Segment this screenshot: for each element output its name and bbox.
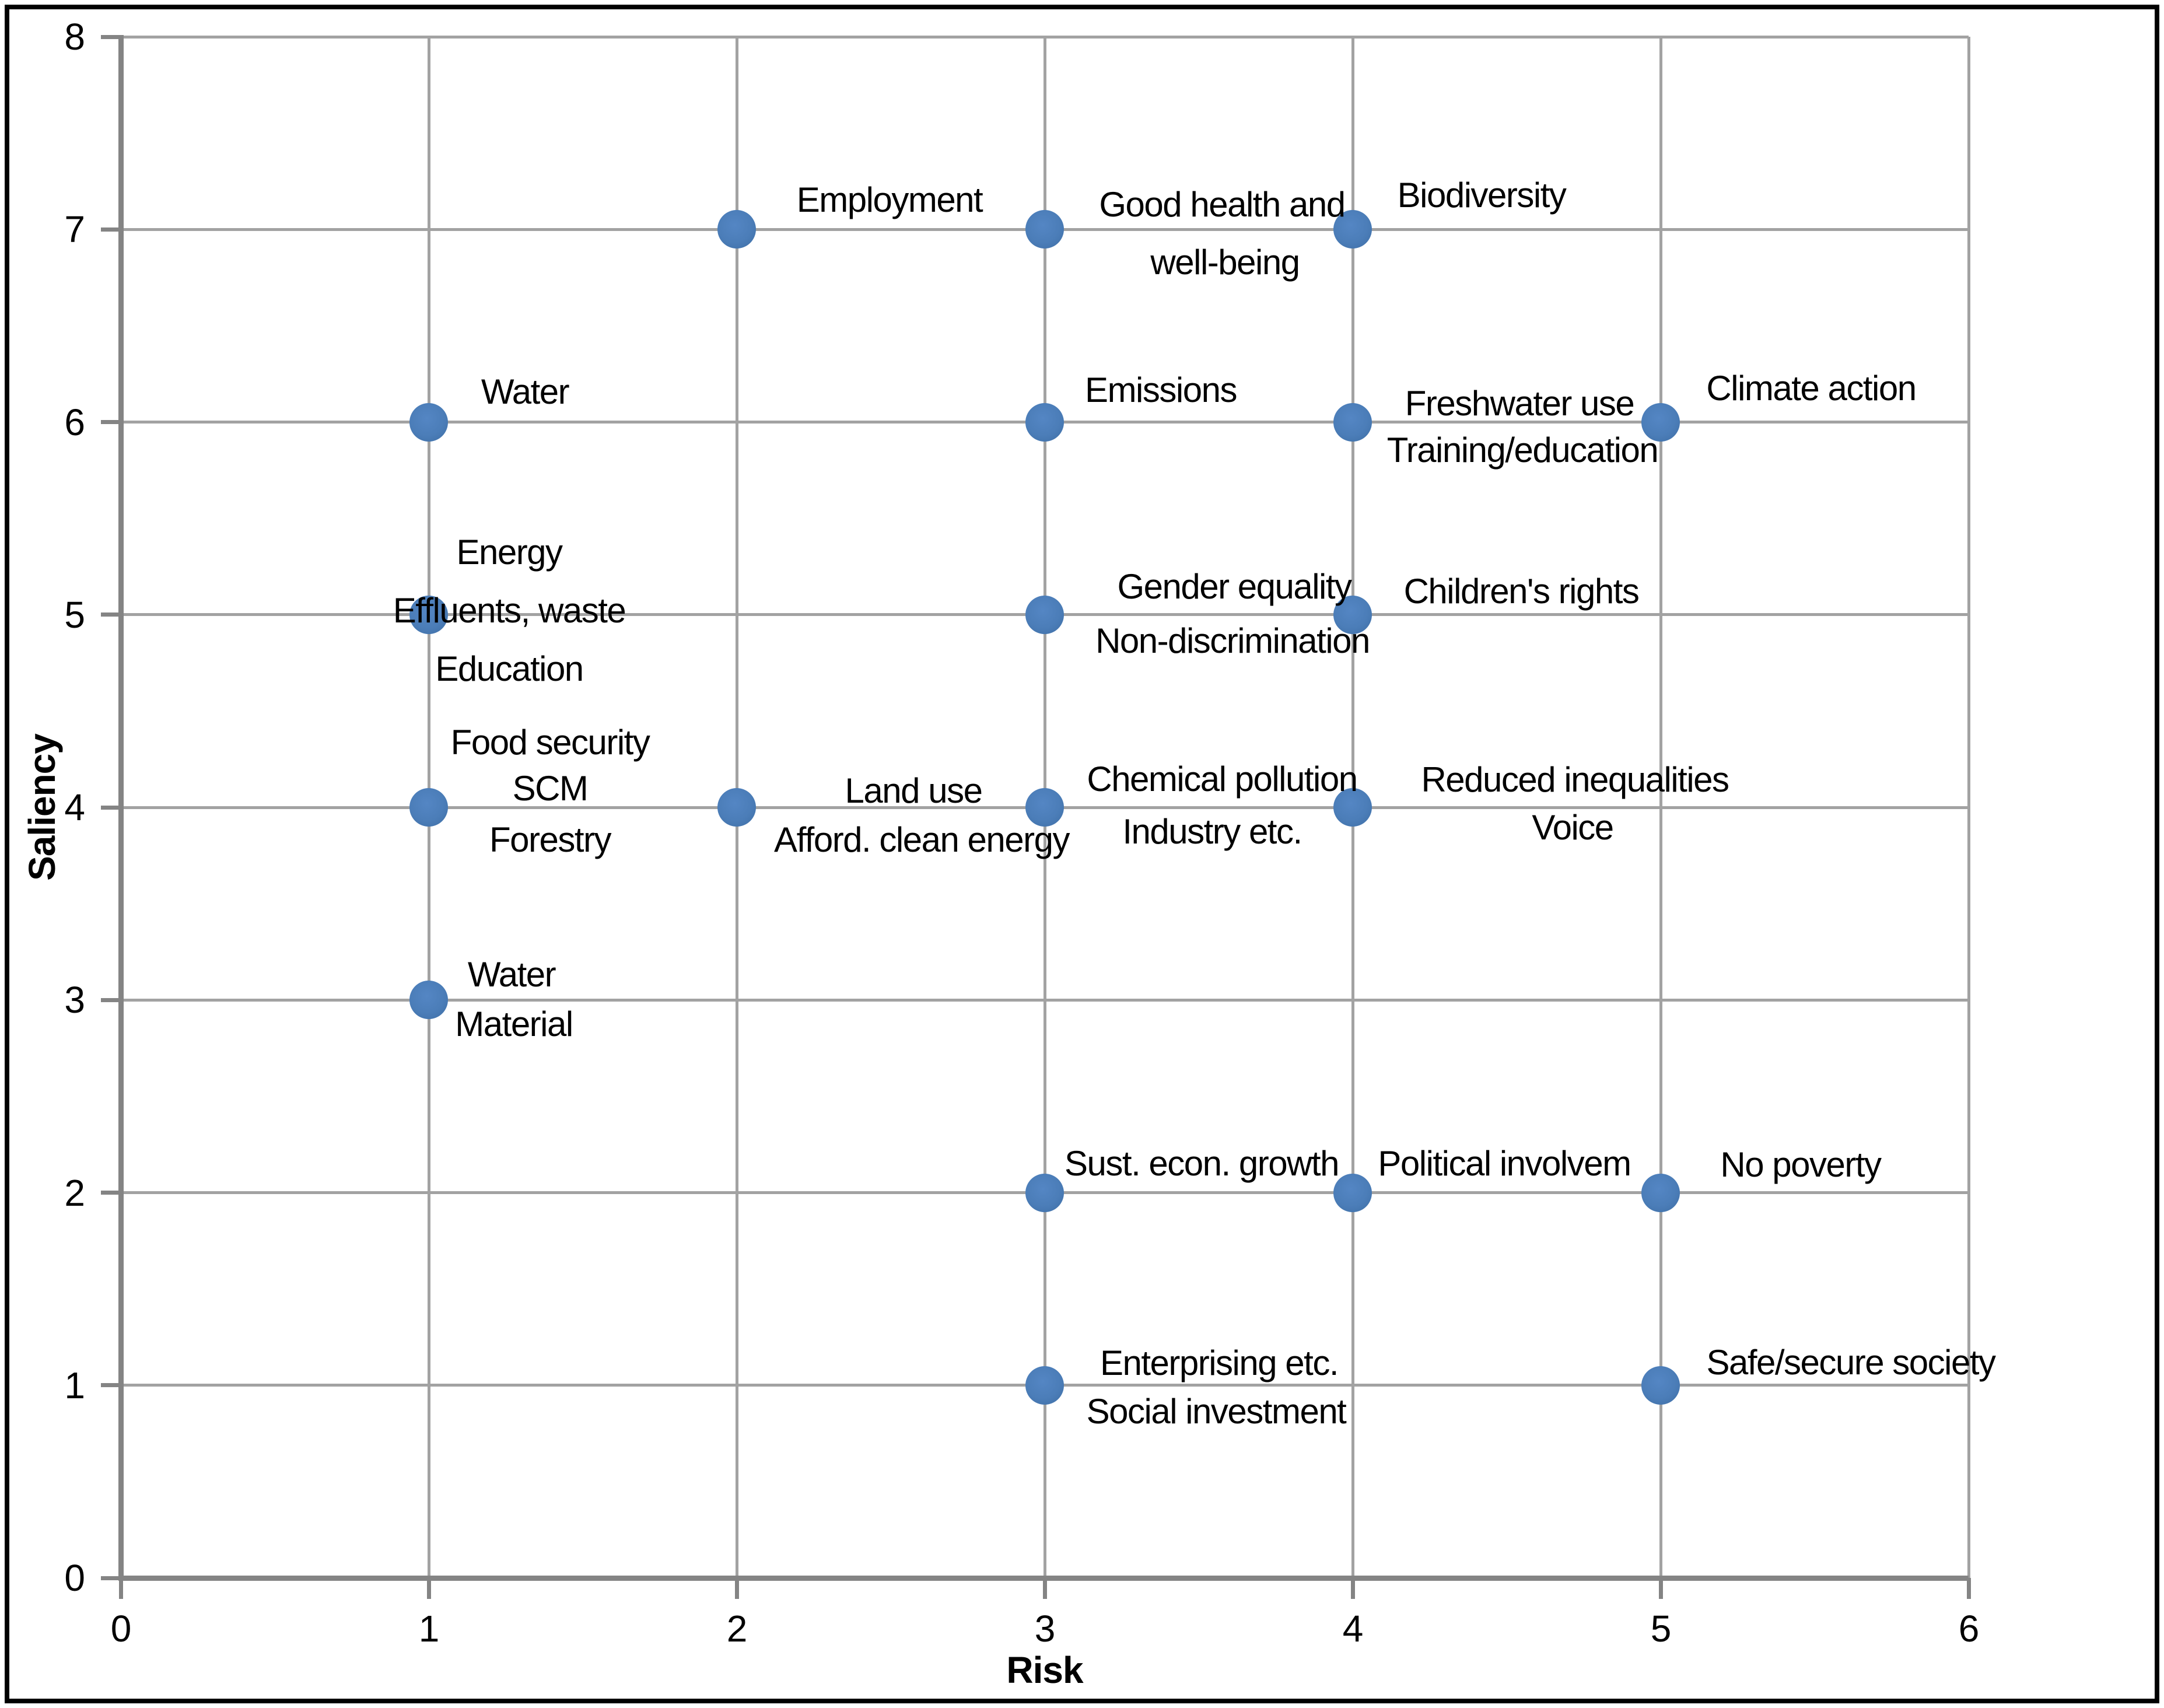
x-tick-mark-4	[1350, 1578, 1355, 1599]
data-point	[1025, 402, 1064, 442]
data-point-label: Emissions	[1085, 370, 1237, 410]
x-tick-label-3: 3	[1034, 1608, 1056, 1650]
data-point	[409, 595, 448, 634]
x-tick-label-6: 6	[1958, 1608, 1980, 1650]
data-point-label: Reduced inequalities	[1421, 760, 1729, 799]
data-point-label: Water	[481, 372, 570, 411]
data-point	[1025, 788, 1064, 827]
y-tick-mark-5	[101, 612, 121, 617]
data-point	[409, 402, 448, 442]
data-point	[1333, 402, 1372, 442]
data-point-label: Forestry	[489, 820, 612, 859]
data-point-label: Biodiversity	[1397, 176, 1567, 215]
y-tick-mark-4	[101, 805, 121, 810]
gridline-x-5	[1659, 37, 1662, 1578]
y-axis-line	[118, 35, 124, 1580]
data-point	[409, 981, 448, 1020]
x-tick-label-0: 0	[110, 1608, 132, 1650]
data-point-label: Afford. clean energy	[774, 820, 1070, 859]
data-point-label: Training/education	[1386, 430, 1659, 470]
x-tick-mark-0	[118, 1578, 123, 1599]
data-point	[1333, 1173, 1372, 1212]
y-tick-mark-1	[101, 1383, 121, 1388]
data-point-label: Water	[467, 955, 556, 995]
y-tick-label-0: 0	[64, 1557, 85, 1599]
y-tick-label-4: 4	[64, 786, 85, 828]
data-point	[717, 210, 756, 249]
data-point	[1333, 210, 1372, 249]
data-point-label: Education	[435, 649, 584, 688]
y-tick-label-1: 1	[64, 1364, 85, 1406]
y-tick-mark-7	[101, 227, 121, 232]
data-point-label: SCM	[512, 769, 589, 808]
y-tick-mark-2	[101, 1191, 121, 1195]
y-tick-mark-0	[101, 1576, 121, 1580]
data-point	[1025, 210, 1064, 249]
data-point-label: Food security	[450, 723, 650, 762]
data-point-label: Sust. econ. growth	[1065, 1143, 1339, 1183]
data-point-label: No poverty	[1720, 1144, 1882, 1184]
data-point-label: Freshwater use	[1405, 383, 1635, 423]
data-point	[1641, 1366, 1680, 1405]
data-point	[1641, 1173, 1680, 1212]
data-point	[1025, 595, 1064, 634]
data-point-label: Energy	[456, 532, 563, 572]
y-tick-mark-6	[101, 420, 121, 424]
y-tick-label-6: 6	[64, 401, 85, 443]
data-point-label: well-being	[1150, 243, 1300, 282]
x-tick-label-5: 5	[1650, 1608, 1672, 1650]
data-point-label: Political involvem	[1378, 1143, 1631, 1183]
y-tick-mark-8	[101, 34, 121, 39]
x-tick-mark-1	[426, 1578, 431, 1599]
data-point	[1333, 595, 1372, 634]
data-point-label: Children's rights	[1403, 571, 1640, 611]
y-tick-label-7: 7	[64, 208, 85, 251]
data-point-label: Land use	[845, 771, 983, 810]
x-tick-mark-2	[734, 1578, 739, 1599]
data-point-label: Chemical pollution	[1087, 760, 1358, 799]
y-tick-mark-3	[101, 998, 121, 1002]
data-point-label: Social investment	[1086, 1391, 1347, 1431]
gridline-x-6	[1967, 37, 1970, 1578]
data-point	[1025, 1173, 1064, 1212]
data-point	[409, 788, 448, 827]
data-point	[1025, 1366, 1064, 1405]
x-tick-label-2: 2	[726, 1608, 748, 1650]
data-point-label: Effluents, waste	[393, 590, 626, 630]
data-point-label: Voice	[1532, 808, 1614, 847]
data-point-label: Non-discrimination	[1095, 621, 1370, 660]
y-tick-label-3: 3	[64, 979, 85, 1021]
x-tick-label-1: 1	[418, 1608, 440, 1650]
y-tick-label-8: 8	[64, 16, 85, 58]
data-point	[1333, 788, 1372, 827]
data-point-label: Enterprising etc.	[1099, 1343, 1339, 1382]
data-point-label: Gender equality	[1117, 566, 1352, 606]
data-point-label: Industry etc.	[1122, 812, 1302, 851]
data-point-label: Employment	[796, 180, 983, 220]
data-point-label: Climate action	[1706, 368, 1917, 408]
x-axis-title: Risk	[1006, 1649, 1083, 1691]
x-tick-mark-5	[1658, 1578, 1663, 1599]
x-tick-mark-6	[1966, 1578, 1971, 1599]
data-point-label: Safe/secure society	[1706, 1342, 1996, 1382]
data-point-label: Good health and	[1099, 185, 1346, 225]
x-tick-mark-3	[1042, 1578, 1047, 1599]
y-axis-title: Saliency	[21, 734, 63, 881]
x-tick-label-4: 4	[1342, 1608, 1364, 1650]
data-point	[1641, 402, 1680, 442]
data-point-label: Material	[455, 1005, 573, 1044]
y-tick-label-5: 5	[64, 593, 85, 636]
data-point	[717, 788, 756, 827]
y-tick-label-2: 2	[64, 1171, 85, 1214]
